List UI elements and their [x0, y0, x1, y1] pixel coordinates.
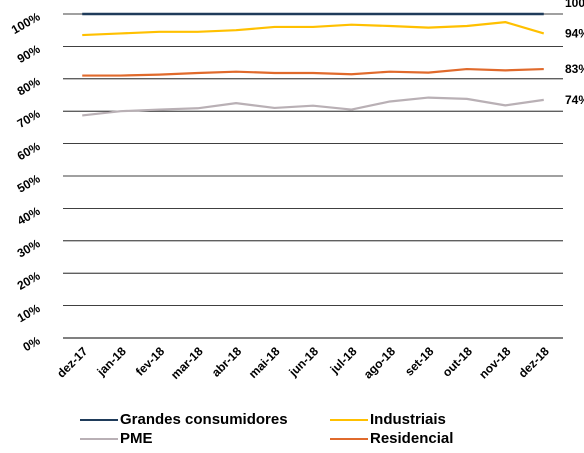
legend-item-pme: PME: [80, 430, 153, 447]
y-axis-tick-labels: 0% 10% 20% 30% 40% 50% 60% 70% 80% 90% 100%: [9, 9, 43, 354]
series-end-label: 94%: [565, 26, 584, 40]
y-tick-label: 30%: [15, 236, 43, 260]
x-tick-label: ago-18: [361, 344, 398, 381]
y-tick-label: 10%: [15, 301, 43, 325]
x-tick-label: out-18: [440, 344, 476, 380]
legend-label: Residencial: [370, 430, 454, 447]
legend-item-industriais: Industriais: [330, 411, 446, 428]
legend-label: PME: [120, 430, 153, 447]
legend-swatch: [330, 437, 368, 440]
series-line: [82, 67, 544, 77]
legend-swatch: [80, 418, 118, 421]
y-tick-label: 100%: [9, 9, 43, 37]
series-end-label: 83%: [565, 62, 584, 76]
x-tick-label: abr-18: [209, 344, 245, 380]
legend-item-grandes-consumidores: Grandes consumidores: [80, 411, 288, 428]
series-line: [82, 21, 545, 37]
series-end-label: 74%: [565, 93, 584, 107]
x-tick-label: dez-17: [54, 344, 91, 381]
y-tick-label: 0%: [20, 333, 42, 354]
y-tick-label: 50%: [15, 171, 43, 195]
y-tick-label: 60%: [15, 139, 43, 163]
legend-swatch: [80, 437, 118, 440]
legend-label: Industriais: [370, 411, 446, 428]
gridlines: [63, 13, 563, 339]
series-end-labels: 100% 94% 74% 83%: [565, 0, 584, 107]
series-lines: [82, 12, 545, 117]
x-tick-label: fev-18: [133, 344, 168, 379]
x-tick-label: jul-18: [327, 344, 360, 377]
series-line: [82, 96, 544, 117]
y-tick-label: 80%: [15, 74, 43, 98]
series-end-label: 100%: [565, 0, 584, 10]
x-tick-label: set-18: [402, 344, 437, 379]
x-tick-label: jun-18: [286, 344, 322, 380]
y-tick-label: 20%: [15, 269, 43, 293]
legend-label: Grandes consumidores: [120, 411, 288, 428]
x-tick-label: dez-18: [516, 344, 553, 381]
x-tick-label: nov-18: [476, 344, 513, 381]
y-tick-label: 70%: [15, 107, 43, 131]
x-tick-label: mar-18: [168, 344, 206, 382]
y-tick-label: 40%: [15, 204, 43, 228]
y-tick-label: 90%: [15, 42, 43, 66]
x-tick-label: mai-18: [246, 344, 283, 381]
x-tick-label: jan-18: [94, 344, 129, 379]
legend-swatch: [330, 418, 368, 421]
x-axis-tick-labels: dez-17 jan-18 fev-18 mar-18 abr-18 mai-18 jun-…: [54, 344, 552, 382]
legend-item-residencial: Residencial: [330, 430, 453, 447]
